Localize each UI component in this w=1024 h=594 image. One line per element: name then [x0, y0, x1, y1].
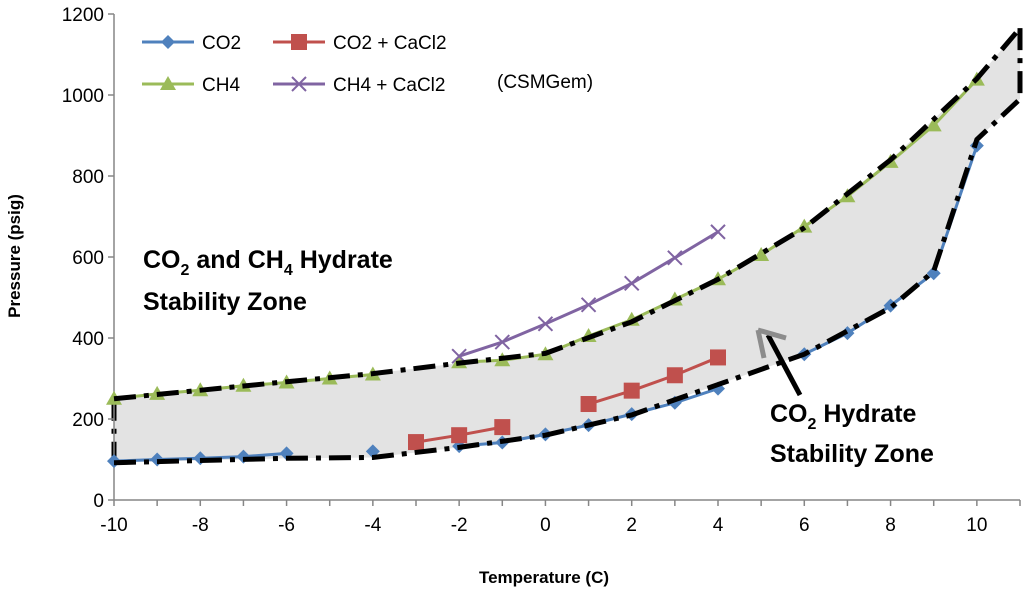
annotation-co2-zone-line2: Stability Zone: [770, 440, 934, 468]
x-tick-label: 8: [885, 515, 896, 536]
legend-entry: CO2: [142, 33, 241, 54]
annotation-co2-ch4-zone-line2: Stability Zone: [143, 288, 307, 316]
data-point: [667, 250, 683, 266]
annotation-arrow: [765, 333, 803, 397]
legend-label: CH4 + CaCl2: [333, 75, 445, 96]
legend-entry: CH4: [142, 75, 240, 96]
legend-label: CH4: [202, 75, 240, 96]
annotation-arrowhead: [755, 327, 787, 359]
legend-marker: [291, 76, 307, 92]
series-co2-cacl2: [408, 349, 726, 451]
data-point: [926, 266, 941, 281]
y-axis-title: Pressure (psig): [5, 194, 24, 318]
x-tick-label: 0: [540, 515, 551, 536]
x-tick-label: 4: [713, 515, 724, 536]
zone-boundary-lines: [113, 26, 1023, 466]
x-tick-label: -6: [278, 515, 295, 536]
data-point: [580, 396, 597, 413]
data-point: [710, 224, 726, 240]
x-tick-label: 6: [799, 515, 810, 536]
legend-label: CO2: [202, 33, 241, 54]
y-tick-label: 800: [72, 167, 104, 188]
y-tick-label: 200: [72, 410, 104, 431]
x-axis-title: Temperature (C): [479, 568, 609, 587]
legend-marker: [160, 76, 176, 90]
y-tick-label: 0: [93, 491, 104, 512]
y-tick-label: 400: [72, 329, 104, 350]
x-tick-label: -10: [100, 515, 127, 536]
data-point: [494, 419, 511, 436]
zone-boundary-lower: [113, 97, 1022, 466]
legend-entry: CH4 + CaCl2: [273, 75, 445, 96]
legend-note: (CSMGem): [497, 72, 593, 93]
x-tick-label: -4: [364, 515, 381, 536]
annotation-co2-ch4-zone-line1: CO2 and CH4 Hydrate: [143, 246, 393, 279]
data-point: [925, 117, 942, 132]
data-point: [408, 434, 424, 451]
legend-entry: CO2 + CaCl2: [273, 33, 447, 54]
x-tick-label: 10: [966, 515, 987, 536]
y-tick-label: 1000: [62, 86, 104, 107]
legend: CO2 CO2 + CaCl2 CH4 CH4 + CaCl2 (CSMGem): [142, 33, 593, 96]
series-ch4-cacl2: [451, 224, 726, 364]
annotation-co2-zone-line1: CO2 Hydrate: [770, 400, 917, 433]
data-point: [451, 427, 468, 444]
x-tick-label: -8: [192, 515, 209, 536]
data-point: [666, 367, 683, 384]
data-point: [624, 275, 640, 292]
data-point: [580, 297, 597, 313]
legend-label: CO2 + CaCl2: [333, 33, 447, 54]
x-tick-label: -2: [451, 515, 468, 536]
axes: 0 200 400 600 800 1000 1200 -10 -8 -6 -4 -2 0 2 4 6 8 10: [62, 5, 1021, 536]
data-point: [537, 316, 554, 332]
data-point: [494, 334, 510, 350]
data-point: [623, 382, 640, 399]
legend-marker: [161, 35, 175, 49]
stability-zone-fill: [114, 28, 1020, 463]
legend-marker: [291, 34, 307, 50]
y-tick-label: 1200: [62, 5, 104, 26]
x-tick-label: 2: [626, 515, 637, 536]
data-point: [710, 349, 726, 366]
series-line: [588, 356, 719, 406]
y-tick-label: 600: [72, 248, 104, 269]
zone-boundary-upper: [113, 26, 1022, 402]
